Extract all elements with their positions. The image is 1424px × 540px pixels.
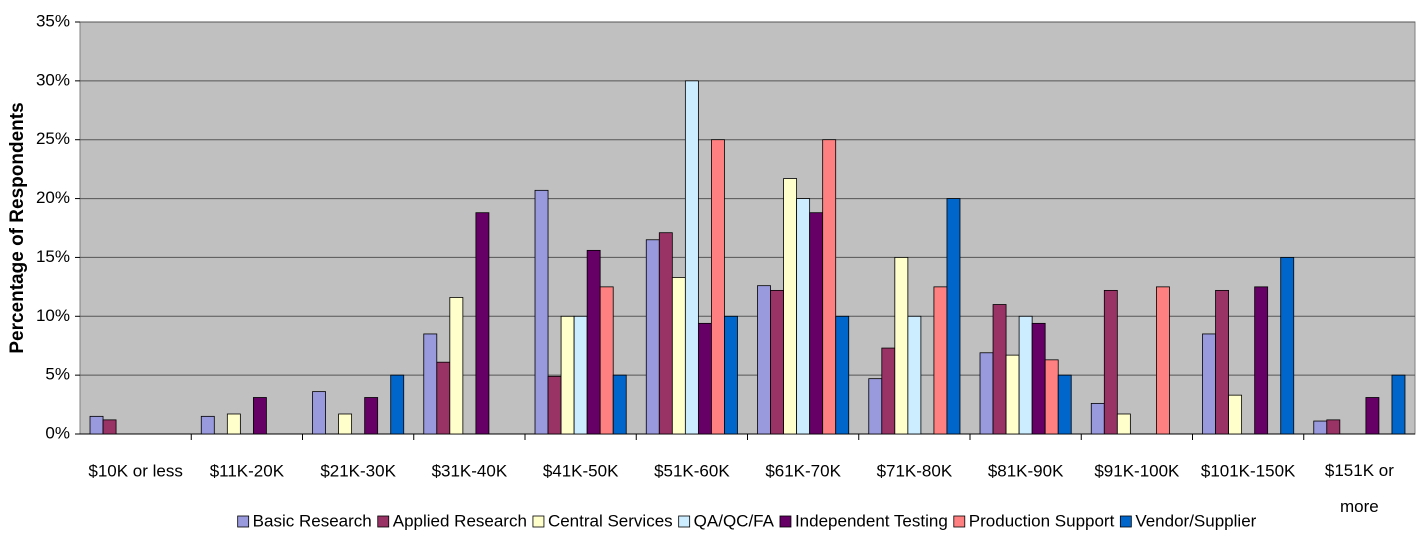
bar [671, 277, 686, 435]
bar [822, 139, 837, 435]
bar [1365, 397, 1380, 435]
bar [835, 315, 850, 435]
legend-label: Vendor/Supplier [1135, 511, 1256, 530]
y-tick-label: 0% [45, 423, 70, 442]
x-tick-label: $81K-90K [988, 461, 1064, 480]
legend-swatch [532, 515, 545, 528]
bar [1057, 374, 1072, 435]
bar [475, 212, 490, 435]
y-tick-label: 25% [36, 129, 70, 148]
x-tick-label: $31K-40K [432, 461, 508, 480]
x-tick-label: $91K-100K [1094, 461, 1180, 480]
bar [436, 361, 451, 435]
bar [1090, 402, 1105, 435]
bar [757, 285, 771, 435]
legend-swatch [953, 515, 966, 528]
bar [1391, 374, 1406, 435]
y-tick-label: 5% [45, 365, 70, 384]
bar [1202, 333, 1216, 435]
bar [1228, 394, 1243, 435]
x-tick-label: $11K-20K [210, 461, 285, 480]
x-tick-label: $71K-80K [877, 461, 953, 480]
bar [1254, 286, 1269, 435]
bar [645, 239, 660, 435]
legend-swatch [377, 515, 390, 528]
legend-label: Basic Research [253, 511, 372, 530]
bar [894, 257, 909, 435]
y-tick-label: 15% [36, 247, 70, 266]
legend-swatch [779, 515, 792, 528]
bar [907, 315, 922, 435]
bar [200, 415, 215, 435]
y-axis-title: Percentage of Respondents [7, 102, 28, 353]
bar [586, 249, 601, 435]
bar [560, 315, 575, 435]
plot-area [79, 21, 1416, 435]
bar [1116, 413, 1131, 435]
legend-label: Central Services [548, 511, 673, 530]
bar [1313, 420, 1328, 435]
bar [724, 315, 738, 435]
bar [102, 419, 117, 435]
bar [1031, 322, 1046, 435]
x-tick-label: $21K-30K [320, 461, 396, 480]
bar [364, 397, 379, 435]
bar [809, 212, 824, 435]
bar [89, 415, 104, 435]
bar [449, 297, 464, 435]
x-tick-label: $151K or more [1325, 461, 1394, 516]
bar [979, 352, 994, 435]
bar [881, 347, 896, 435]
bar [1156, 286, 1170, 435]
bar [1103, 289, 1118, 435]
bar [770, 289, 784, 435]
legend-swatch [678, 515, 691, 528]
y-tick-label: 20% [36, 188, 70, 207]
y-tick-label: 10% [36, 306, 70, 325]
bar [547, 375, 562, 435]
legend-swatch [1119, 515, 1132, 528]
bar [338, 413, 353, 435]
x-tick-label: $10K or less [88, 461, 183, 480]
bar [423, 333, 438, 435]
x-tick-label: $61K-70K [765, 461, 841, 480]
bar [684, 80, 699, 435]
bar [1280, 257, 1295, 435]
y-tick-label: 35% [36, 11, 70, 30]
bar [697, 322, 712, 435]
bar [390, 374, 405, 435]
bar [312, 391, 326, 435]
x-tick-label: $41K-50K [543, 461, 619, 480]
bar [711, 139, 725, 435]
bar [658, 232, 673, 435]
legend-swatch [237, 515, 250, 528]
x-tick-label: $101K-150K [1201, 461, 1296, 480]
bar [534, 189, 549, 435]
bar [612, 374, 627, 435]
bar [992, 304, 1007, 435]
bar [1018, 315, 1033, 435]
bar [946, 198, 961, 435]
legend-label: Independent Testing [795, 511, 948, 530]
x-tick-label: $51K-60K [654, 461, 730, 480]
bar [933, 286, 948, 435]
bar [252, 397, 267, 435]
bar [868, 378, 883, 435]
legend-label: Applied Research [393, 511, 527, 530]
bar [1005, 354, 1020, 435]
y-tick-label: 30% [36, 70, 70, 89]
bar [226, 413, 241, 435]
bar [1326, 419, 1341, 435]
bar [796, 198, 811, 435]
bar [1215, 289, 1229, 435]
bar [1044, 359, 1059, 435]
bar [573, 315, 588, 435]
bar [783, 178, 798, 435]
legend-label: Production Support [969, 511, 1115, 530]
legend-label: QA/QC/FA [694, 511, 775, 530]
bar [599, 286, 614, 435]
